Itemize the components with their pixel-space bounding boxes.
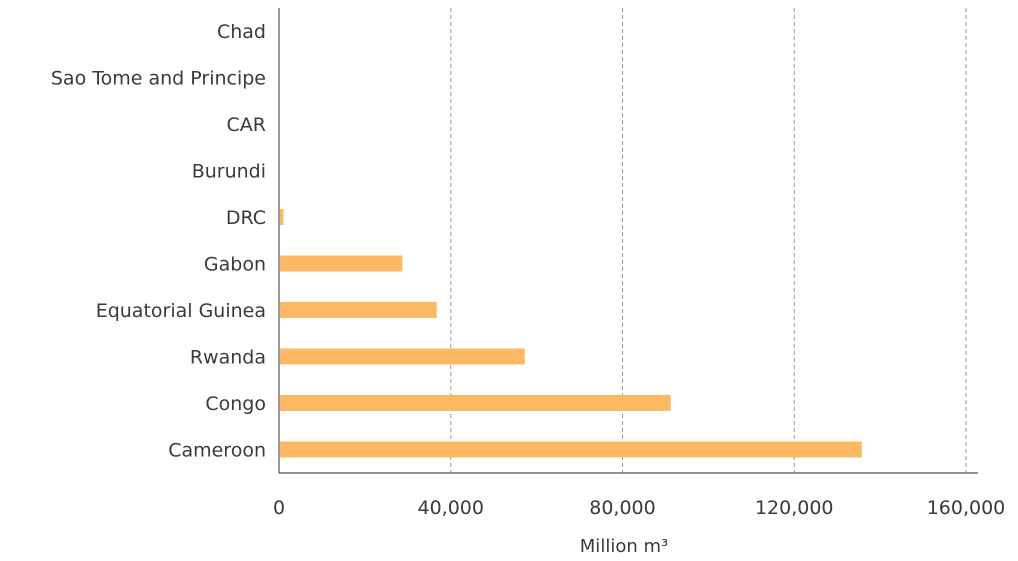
category-label-equatorial-guinea: Equatorial Guinea xyxy=(96,300,266,322)
category-label-chad: Chad xyxy=(217,21,266,43)
category-label-burundi: Burundi xyxy=(192,161,266,183)
category-label-cameroon: Cameroon xyxy=(168,440,266,462)
category-labels: Chad Sao Tome and Principe CAR Burundi DRC Ga… xyxy=(51,21,266,462)
x-tick-label-1: 40,000 xyxy=(418,497,484,519)
x-tick-label-4: 160,000 xyxy=(927,497,1006,519)
x-tick-label-3: 120,000 xyxy=(755,497,834,519)
category-label-congo: Congo xyxy=(205,393,266,415)
x-axis-title: Million m³ xyxy=(580,536,668,557)
bar-cameroon xyxy=(280,442,862,458)
category-label-sao-tome-and-principe: Sao Tome and Principe xyxy=(51,68,266,90)
x-tick-labels: 0 40,000 80,000 120,000 160,000 xyxy=(273,497,1005,519)
bar-equatorial-guinea xyxy=(280,302,437,318)
bar-rwanda xyxy=(280,349,525,365)
bar-gabon xyxy=(280,256,402,272)
category-label-gabon: Gabon xyxy=(204,254,266,276)
category-label-rwanda: Rwanda xyxy=(190,347,266,369)
bar-drc xyxy=(280,209,283,225)
category-label-drc: DRC xyxy=(226,207,266,229)
x-tick-label-2: 80,000 xyxy=(589,497,655,519)
bars xyxy=(280,209,862,458)
bar-congo xyxy=(280,395,671,411)
category-label-car: CAR xyxy=(227,114,266,136)
x-tick-label-0: 0 xyxy=(273,497,285,519)
